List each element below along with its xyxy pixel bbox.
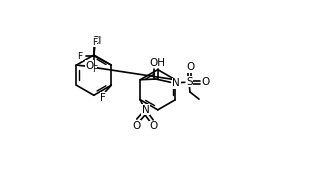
Text: S: S (186, 77, 193, 87)
Text: F: F (92, 38, 97, 46)
Text: O: O (132, 121, 141, 131)
Text: O: O (150, 121, 158, 131)
Text: OH: OH (149, 58, 165, 68)
Text: Cl: Cl (91, 36, 102, 46)
Text: O: O (86, 61, 94, 71)
Text: N: N (173, 78, 180, 88)
Text: F: F (92, 65, 97, 74)
Text: O: O (187, 62, 195, 72)
Text: O: O (202, 77, 210, 87)
Text: F: F (100, 93, 106, 102)
Text: N: N (142, 105, 149, 115)
Text: F: F (77, 52, 83, 60)
